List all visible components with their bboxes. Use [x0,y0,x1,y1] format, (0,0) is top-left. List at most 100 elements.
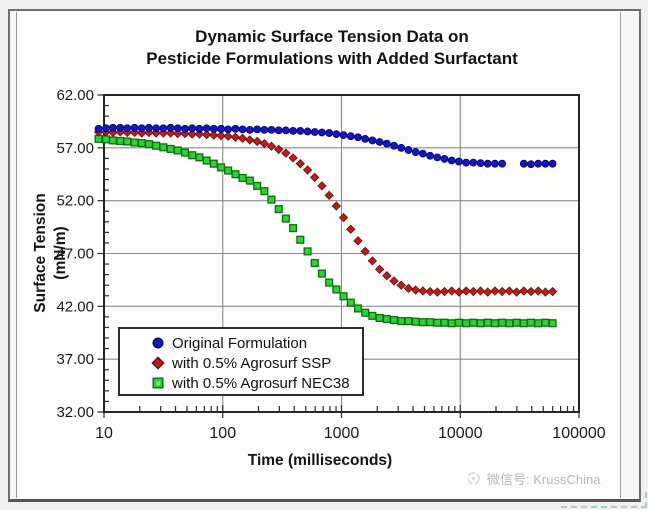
data-point-agrosurf-ssp [439,286,450,297]
chart-outer-frame [8,9,641,502]
data-point-original-formulation [166,123,175,132]
data-point-agrosurf-nec38 [534,319,543,328]
data-point-agrosurf-nec38 [541,318,550,327]
data-point-agrosurf-ssp [230,132,241,142]
y-tick-label: 42.00 [56,298,94,315]
data-point-agrosurf-nec38 [353,304,363,313]
watermark: 微信号: KrussChina [466,469,641,487]
data-point-agrosurf-ssp [187,129,197,139]
data-point-agrosurf-ssp [180,128,190,139]
data-point-agrosurf-nec38 [346,298,355,307]
data-point-agrosurf-ssp [367,256,378,266]
data-point-original-formulation [116,123,125,132]
data-point-agrosurf-nec38 [123,137,132,146]
data-point-agrosurf-ssp [281,148,291,158]
data-point-agrosurf-nec38 [332,285,341,294]
data-point-agrosurf-nec38 [361,308,370,317]
y-tick-label: 47.00 [56,246,94,263]
data-point-agrosurf-ssp [447,286,457,296]
data-point-agrosurf-ssp [533,286,543,296]
data-point-original-formulation [296,127,305,135]
data-point-agrosurf-ssp [353,236,363,246]
legend-item-agrosurf-nec38: with 0.5% Agrosurf NEC38 [120,373,362,393]
data-point-agrosurf-ssp [547,286,558,297]
data-point-agrosurf-nec38 [144,140,153,149]
data-point-agrosurf-ssp [252,136,262,147]
data-point-agrosurf-nec38 [274,205,283,214]
chart-title: Dynamic Surface Tension Data on Pesticid… [16,26,648,70]
data-point-agrosurf-ssp [295,159,305,169]
data-point-agrosurf-ssp [302,165,313,175]
y-axis-title: Surface Tension (mN/m) [31,143,71,363]
x-tick-label: 10 [95,425,113,442]
data-point-agrosurf-nec38 [267,195,276,204]
data-point-agrosurf-ssp [483,287,493,297]
data-point-agrosurf-nec38 [310,258,319,268]
data-point-original-formulation [224,125,233,134]
data-point-agrosurf-ssp [223,131,233,141]
data-point-agrosurf-ssp [360,246,370,257]
data-point-agrosurf-ssp [173,128,183,139]
data-point-original-formulation [289,127,297,135]
data-point-agrosurf-nec38 [375,313,384,323]
data-point-agrosurf-nec38 [281,214,290,223]
data-point-agrosurf-nec38 [526,318,536,327]
data-point-agrosurf-ssp [310,172,320,183]
data-point-original-formulation [469,158,478,167]
data-point-agrosurf-ssp [324,190,334,201]
data-point-original-formulation [534,159,543,168]
data-point-agrosurf-nec38 [447,319,456,328]
data-point-agrosurf-ssp [403,283,414,294]
data-point-original-formulation [527,160,535,169]
data-point-original-formulation [137,124,146,133]
data-point-agrosurf-nec38 [368,311,377,320]
data-point-agrosurf-nec38 [325,278,334,287]
y-tick-label: 52.00 [56,193,94,210]
data-point-agrosurf-nec38 [296,235,305,244]
y-axis-title-line1: Surface Tension [32,193,49,313]
data-point-agrosurf-ssp [338,212,349,223]
data-point-agrosurf-ssp [346,224,356,234]
data-point-original-formulation [404,146,413,154]
legend-item-original-formulation: Original Formulation [120,333,362,353]
data-point-agrosurf-nec38 [454,318,463,327]
chart-title-line1: Dynamic Surface Tension Data on [195,27,469,46]
data-point-agrosurf-ssp [274,144,284,155]
data-point-original-formulation [238,125,247,134]
data-point-agrosurf-ssp [317,181,327,191]
data-point-agrosurf-ssp [374,264,385,275]
data-point-original-formulation [109,123,117,132]
data-point-original-formulation [217,124,225,133]
data-point-agrosurf-nec38 [548,319,557,328]
data-point-agrosurf-nec38 [389,316,399,325]
data-point-original-formulation [325,129,334,137]
data-point-agrosurf-nec38 [289,224,298,233]
data-point-original-formulation [195,124,204,133]
data-point-agrosurf-nec38 [108,136,118,145]
data-point-original-formulation [519,159,528,168]
data-point-agrosurf-nec38 [231,170,240,179]
data-point-original-formulation [188,124,197,133]
data-point-agrosurf-nec38 [260,187,269,196]
data-point-original-formulation [368,136,377,145]
data-point-agrosurf-nec38 [440,318,449,327]
data-point-original-formulation [447,156,456,165]
data-point-agrosurf-nec38 [224,166,233,175]
data-point-original-formulation [541,159,550,168]
y-axis-title-line2: (mN/m) [52,226,69,280]
data-point-agrosurf-ssp [468,286,478,297]
data-point-agrosurf-nec38 [397,317,406,326]
data-point-original-formulation [152,124,161,133]
data-point-original-formulation [267,125,276,134]
data-point-agrosurf-nec38 [209,159,218,168]
data-point-original-formulation [440,155,449,163]
data-point-original-formulation [202,124,211,133]
data-point-agrosurf-nec38 [476,319,485,328]
data-point-agrosurf-nec38 [512,318,521,327]
data-point-original-formulation [498,159,507,168]
data-point-original-formulation [455,157,463,166]
data-point-original-formulation [332,130,341,138]
data-point-agrosurf-nec38 [382,314,391,324]
data-point-original-formulation [94,124,103,133]
